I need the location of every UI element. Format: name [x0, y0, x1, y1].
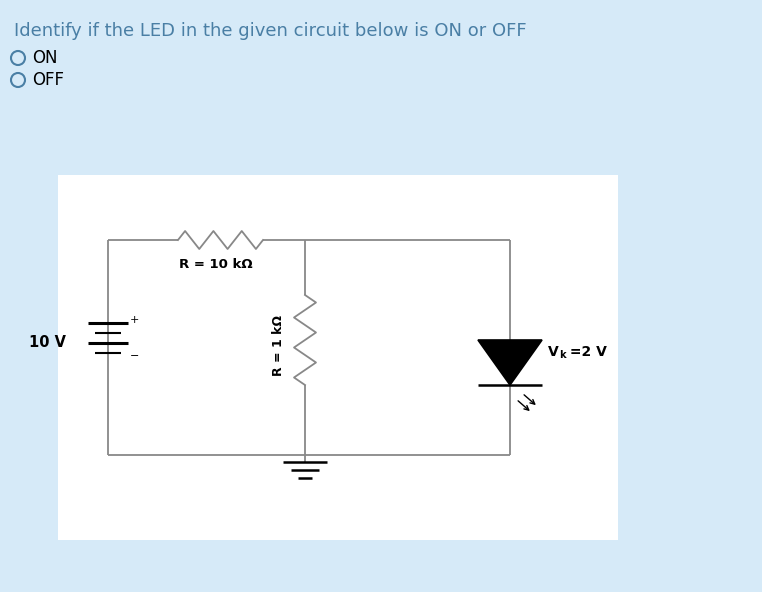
Text: R = 1 kΩ: R = 1 kΩ	[273, 314, 286, 375]
Text: V: V	[548, 345, 559, 359]
Text: +: +	[130, 314, 139, 324]
Bar	[58, 175, 618, 540]
Text: ON: ON	[32, 49, 57, 67]
Circle shape	[13, 75, 23, 85]
Polygon shape	[478, 340, 542, 385]
Text: R = 10 kΩ: R = 10 kΩ	[178, 258, 252, 271]
Text: Identify if the LED in the given circuit below is ON or OFF: Identify if the LED in the given circuit…	[14, 22, 527, 40]
Text: =2 V: =2 V	[565, 345, 607, 359]
Text: k: k	[559, 350, 565, 360]
Circle shape	[13, 53, 23, 63]
Text: OFF: OFF	[32, 71, 64, 89]
Text: 10 V: 10 V	[29, 335, 66, 350]
Text: −: −	[130, 350, 139, 361]
